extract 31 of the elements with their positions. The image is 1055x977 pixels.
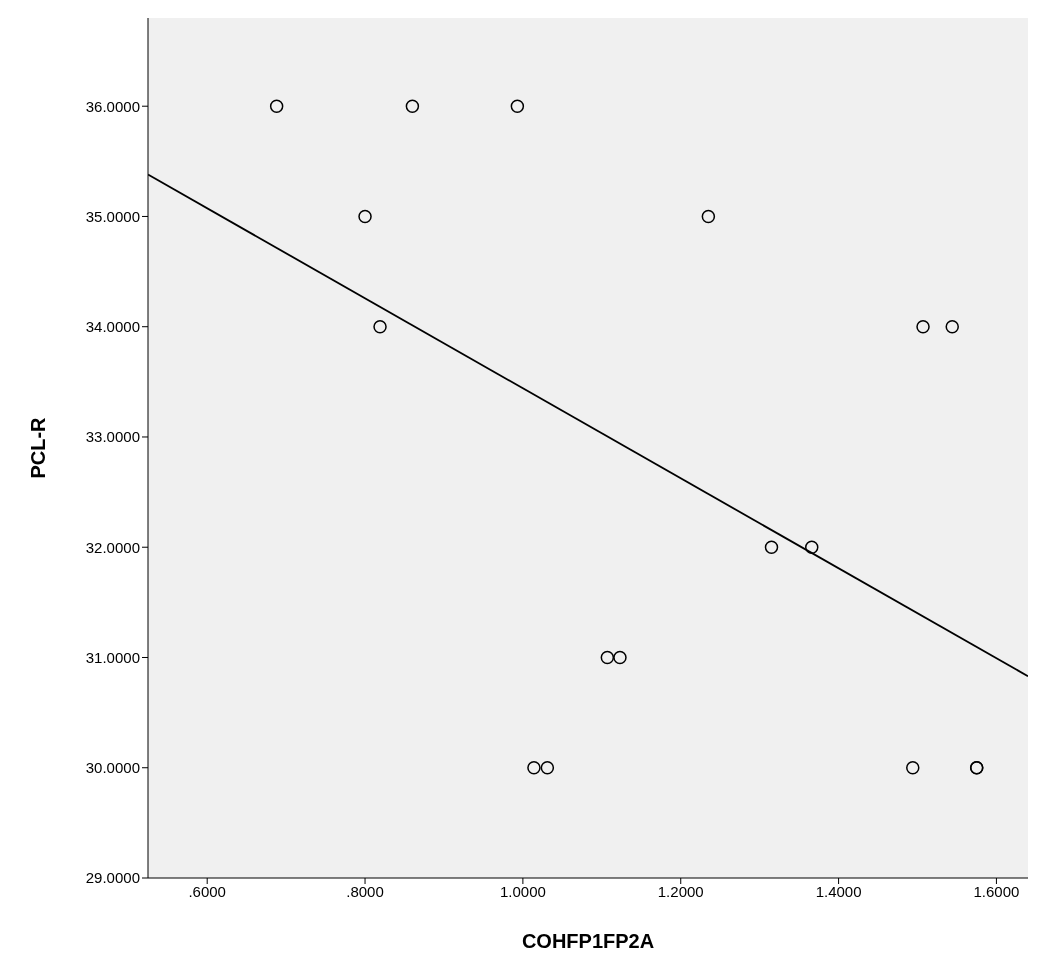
y-tick-label: 33.0000 [85, 428, 140, 446]
point [373, 319, 387, 334]
point [764, 540, 779, 554]
point [527, 760, 541, 775]
y-tick-label: 30.0000 [85, 759, 140, 777]
x-tick-label: 1.6000 [973, 882, 1020, 900]
y-tick-label: 35.0000 [85, 207, 140, 225]
x-tick-label: 1.4000 [815, 882, 862, 900]
point [906, 760, 920, 775]
x-tick-label: 1.2000 [657, 882, 704, 900]
point [405, 99, 420, 113]
point [805, 540, 819, 554]
point [358, 209, 372, 224]
y-tick-label: 36.0000 [85, 97, 140, 115]
x-tick-label: .8000 [346, 882, 384, 900]
point [916, 319, 930, 334]
point [945, 319, 959, 334]
point [701, 209, 716, 224]
point [269, 99, 284, 113]
point [600, 650, 615, 665]
x-axis-title: COHFP1FP2A [521, 930, 655, 952]
point [510, 99, 525, 113]
y-tick-label: 32.0000 [85, 538, 140, 556]
point [540, 760, 555, 775]
y-tick-label: 29.0000 [85, 869, 140, 887]
y-tick-label: 34.0000 [85, 318, 140, 336]
y-tick-label: 31.0000 [85, 648, 140, 666]
point [613, 650, 627, 665]
y-axis-title: PCL-R [27, 416, 50, 479]
x-tick-label: 1.0000 [499, 882, 546, 900]
x-tick-label: .6000 [188, 882, 226, 900]
